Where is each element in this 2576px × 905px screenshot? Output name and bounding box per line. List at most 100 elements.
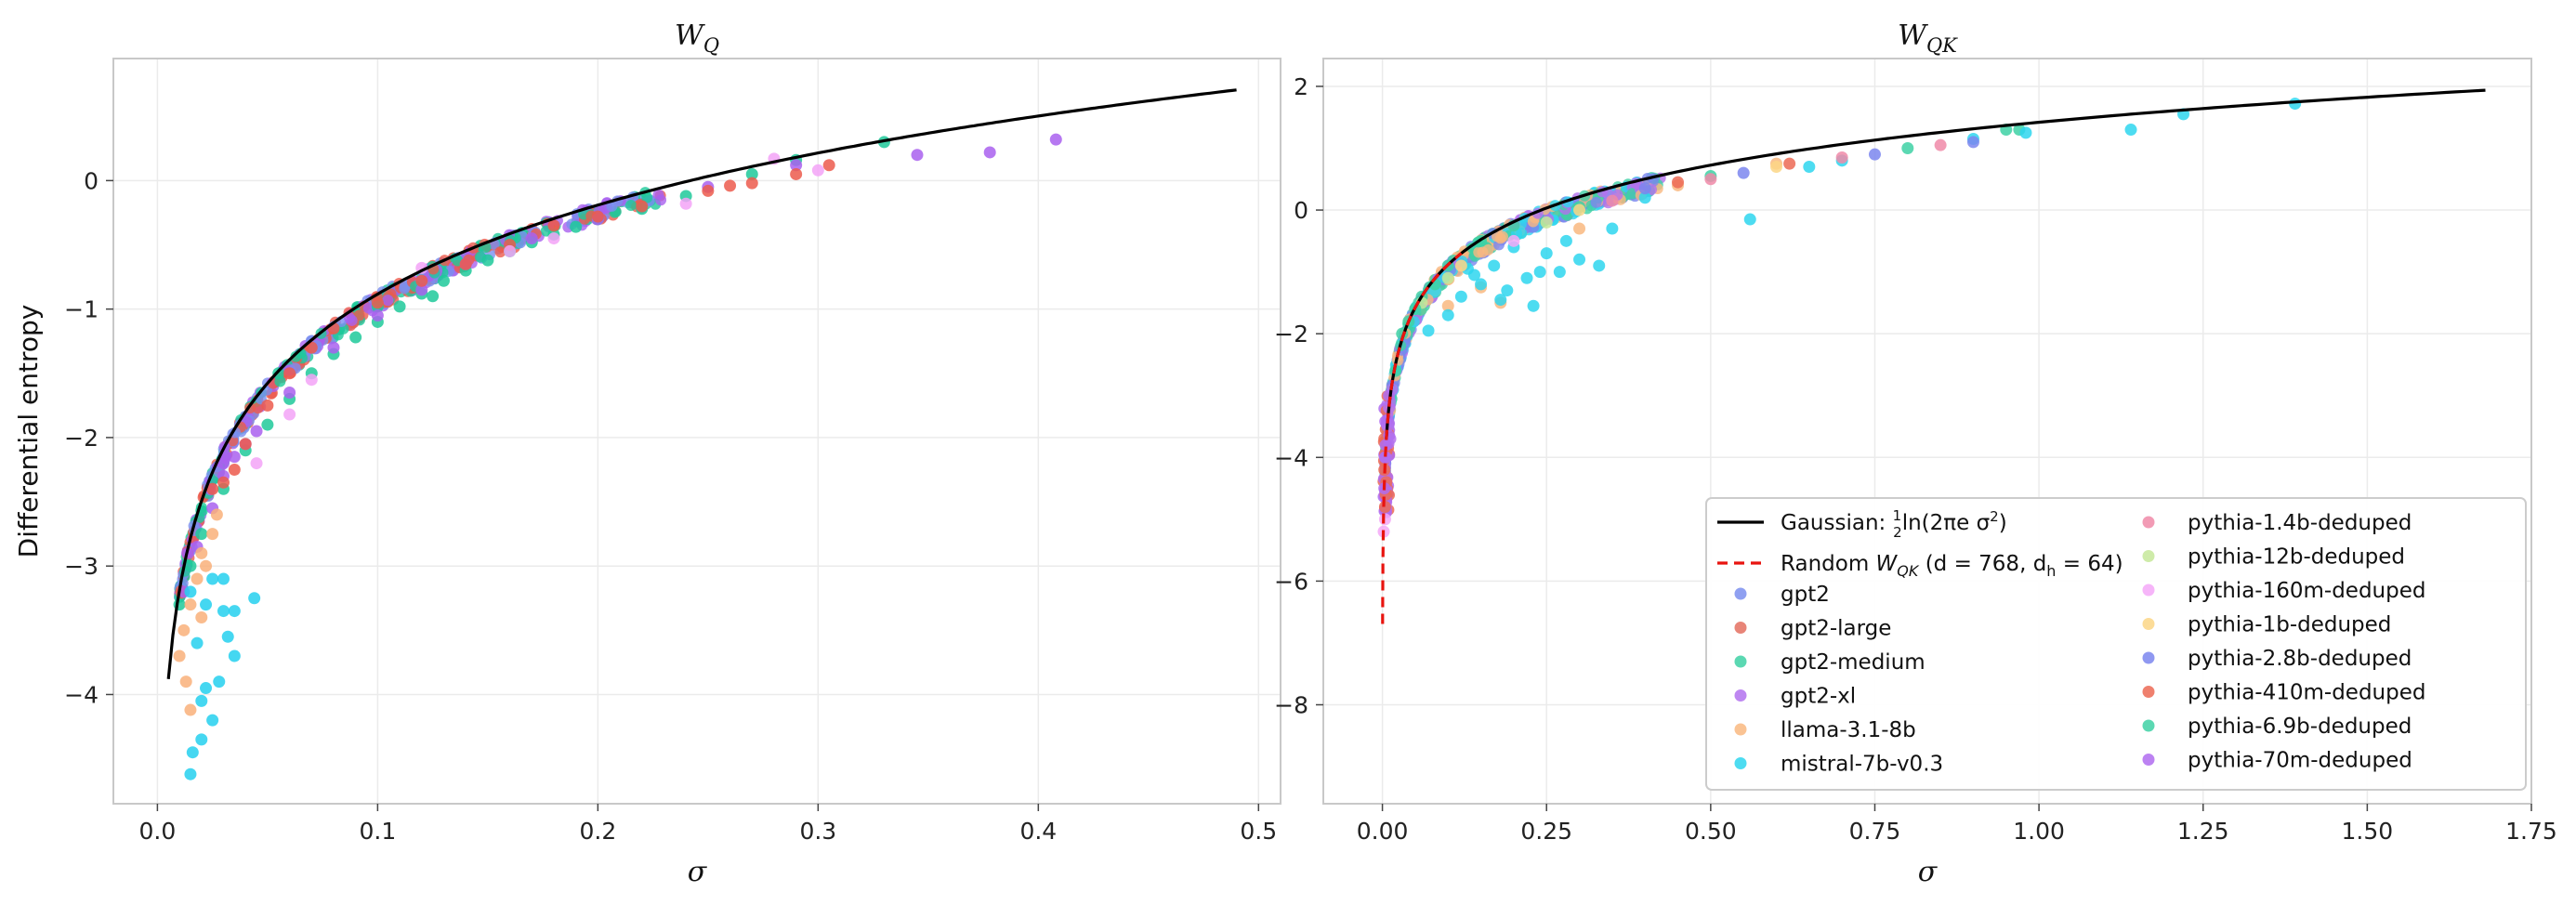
scatter-point (1573, 222, 1586, 235)
legend-swatch (2142, 584, 2155, 597)
scatter-point (983, 146, 996, 159)
scatter-point (636, 200, 649, 213)
legend-random-label: Random WQK (d = 768, dh = 64) (1781, 552, 2123, 580)
scatter-point (206, 528, 219, 541)
scatter-point (213, 675, 226, 689)
legend-swatch (2142, 686, 2155, 698)
y-tick-label: −3 (64, 553, 99, 580)
scatter-point (822, 159, 835, 172)
y-tick-label: −2 (1274, 321, 1308, 348)
x-tick-label: 0.3 (799, 818, 836, 845)
scatter-point (1501, 284, 1514, 297)
x-tick-label: 0.50 (1685, 818, 1737, 845)
scatter-point (1441, 271, 1454, 284)
legend-label: gpt2-large (1781, 617, 1891, 641)
scatter-point (184, 703, 197, 716)
scatter-point (195, 611, 208, 623)
scatter-point (1783, 157, 1796, 170)
scatter-point (1835, 151, 1848, 164)
scatter-point (1590, 196, 1602, 208)
scatter-point (250, 457, 263, 470)
legend-swatch (1734, 689, 1747, 702)
legend-box (1705, 497, 2527, 791)
scatter-point (221, 630, 234, 643)
scatter-point (790, 167, 803, 180)
scatter-point (200, 598, 213, 611)
scatter-point (195, 733, 208, 746)
scatter-point (217, 605, 230, 618)
scatter-point (1520, 271, 1533, 284)
scatter-point (217, 457, 230, 470)
scatter-point (206, 482, 219, 495)
legend-swatch (2142, 550, 2155, 562)
x-tick-label: 0.25 (1520, 818, 1572, 845)
y-tick-label: 0 (84, 167, 99, 194)
y-tick-label: −4 (64, 681, 99, 708)
scatter-point (811, 164, 824, 177)
scatter-point (1868, 148, 1881, 161)
scatter-point (1553, 266, 1566, 279)
scatter-point (1638, 191, 1651, 204)
y-tick-label: −4 (1274, 444, 1308, 471)
scatter-point (1475, 278, 1488, 291)
y-tick-label: −2 (64, 425, 99, 452)
x-tick-label: 1.75 (2505, 818, 2557, 845)
scatter-point (504, 244, 517, 257)
scatter-point (200, 559, 213, 572)
legend-swatch (1734, 723, 1747, 736)
scatter-point (250, 425, 263, 438)
scatter-point (261, 399, 274, 412)
scatter-point (283, 408, 296, 421)
scatter-point (570, 220, 583, 233)
scatter-point (195, 694, 208, 707)
scatter-point (1533, 266, 1546, 279)
scatter-point (177, 623, 191, 636)
scatter-point (591, 210, 604, 223)
tick-labels: 0.00 0.25 0.50 0.75 1.00 1.25 1.50 1.75 2 0 −2 −4 −6… (1274, 73, 2557, 845)
scatter-point (191, 636, 204, 649)
x-tick-label: 0.5 (1240, 818, 1277, 845)
legend-label: pythia-1.4b-deduped (2188, 511, 2412, 535)
scatter-point (437, 274, 450, 287)
scatter-point (641, 191, 653, 203)
scatter-point (184, 559, 197, 572)
scatter-point (1704, 173, 1717, 186)
scatter-point (228, 463, 241, 476)
scatter-point (625, 200, 637, 212)
scatter-point (217, 476, 230, 489)
scatter-point (547, 219, 560, 232)
scatter-point (1527, 216, 1539, 228)
y-tick-label: 2 (1294, 73, 1308, 100)
legend-label: pythia-12b-deduped (2188, 545, 2405, 570)
scatter-point (195, 546, 208, 559)
gaussian-curve (166, 88, 1237, 679)
grid (113, 59, 1281, 804)
scatter-point (210, 508, 223, 521)
scatter-point (283, 367, 296, 380)
scatter-point (184, 598, 197, 611)
x-tick-label: 0.4 (1019, 818, 1057, 845)
legend-swatch (1734, 587, 1747, 600)
scatter-point (252, 402, 264, 414)
legend-entries: gpt2 gpt2-large gpt2-medium gpt2-xl llama-3.… (1734, 511, 2425, 777)
scatter-point (1672, 176, 1685, 189)
scatter-point (228, 605, 241, 618)
scatter-point (679, 197, 692, 210)
legend-label: pythia-6.9b-deduped (2188, 715, 2412, 739)
scatter-point (1606, 194, 1619, 207)
y-tick-label: −1 (64, 296, 99, 323)
scatter-point (1379, 439, 1392, 452)
scatter-point (1638, 182, 1651, 195)
scatter-point (2019, 126, 2032, 139)
scatter-point (261, 418, 274, 431)
scatter-point (1488, 259, 1501, 272)
scatter-point (1422, 324, 1435, 337)
legend-label: pythia-410m-deduped (2188, 681, 2425, 705)
scatter-point (371, 296, 384, 309)
x-tick-label: 1.00 (2013, 818, 2065, 845)
scatter-point (349, 331, 362, 344)
scatter-point (911, 149, 924, 162)
scatter-point (745, 167, 758, 180)
scatter-point (1593, 259, 1606, 272)
